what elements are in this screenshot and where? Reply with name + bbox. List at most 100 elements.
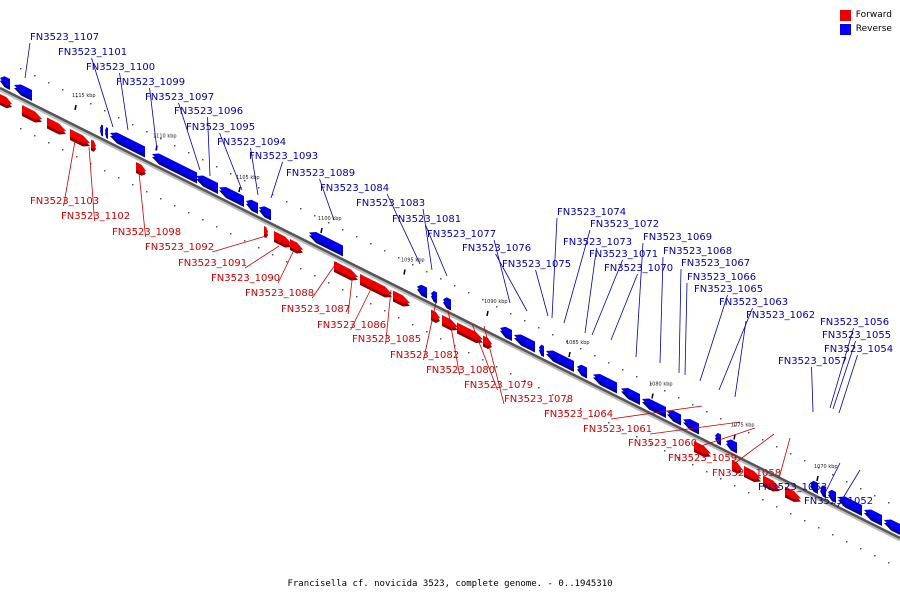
- track-dot: [888, 502, 890, 504]
- reverse-label-FN3523_1057: FN3523_1057: [778, 356, 847, 367]
- track-dot: [846, 481, 848, 483]
- leader-line: [659, 256, 664, 364]
- gene-label: FN3523_1084: [320, 183, 389, 194]
- leader-line: [684, 282, 688, 376]
- track-dot: [566, 401, 568, 403]
- track-dot: [678, 397, 680, 399]
- track-dot: [664, 390, 666, 392]
- gene-label: FN3523_1094: [217, 137, 286, 148]
- track-dot: [342, 229, 344, 231]
- track-dot: [412, 324, 414, 326]
- forward-label-FN3523_1082: FN3523_1082: [390, 350, 459, 361]
- track-dot: [860, 488, 862, 490]
- track-dot: [762, 499, 764, 501]
- track-dot: [790, 513, 792, 515]
- gene-label: FN3523_1093: [249, 151, 318, 162]
- gene-label: FN3523_1063: [719, 297, 788, 308]
- gene-label: FN3523_1101: [58, 47, 127, 58]
- gene-label: FN3523_1076: [462, 243, 531, 254]
- leader-line: [635, 242, 644, 358]
- leader-line: [88, 146, 95, 222]
- track-dot: [636, 436, 638, 438]
- leader-line: [63, 140, 76, 207]
- track-dot: [608, 362, 610, 364]
- track-dot: [678, 457, 680, 459]
- track-dot: [510, 373, 512, 375]
- tick-label: 1090 kbp: [484, 299, 508, 305]
- track-dot: [482, 299, 484, 301]
- forward-gene-13: [431, 309, 440, 323]
- tick-mark: [651, 393, 654, 399]
- track-dot: [48, 142, 50, 144]
- legend-reverse-label: Reverse: [855, 24, 892, 34]
- track-dot: [76, 96, 78, 98]
- gene-arrow-top: [642, 398, 666, 415]
- gene-label: FN3523_1096: [174, 106, 243, 117]
- gene-arrow-top: [417, 284, 427, 296]
- tick-label: 1105 kbp: [236, 175, 260, 181]
- reverse-gene-29: [828, 489, 836, 503]
- gene-arrow-side: [593, 377, 617, 394]
- forward-gene-18: [732, 460, 742, 474]
- tick-mark: [733, 434, 736, 440]
- reverse-label-FN3523_1053: FN3523_1053: [758, 482, 827, 493]
- gene-label: FN3523_1054: [824, 344, 893, 355]
- tick-label: 1075 kbp: [731, 423, 755, 429]
- gene-label: FN3523_1077: [427, 229, 496, 240]
- track-dot: [832, 474, 834, 476]
- track-dot: [286, 201, 288, 203]
- gene-label: FN3523_1061: [583, 424, 652, 435]
- track-dot: [734, 485, 736, 487]
- gene-arrow-top: [70, 129, 90, 144]
- reverse-gene-11: [309, 232, 343, 257]
- gene-label: FN3523_1052: [804, 496, 873, 507]
- genome-caption: Francisella cf. novicida 3523, complete …: [287, 579, 613, 589]
- leader-line: [207, 116, 211, 177]
- gene-arrow-top: [864, 509, 882, 523]
- track-dot: [622, 429, 624, 431]
- leader-line: [694, 427, 756, 449]
- track-dot: [720, 418, 722, 420]
- track-dot: [524, 320, 526, 322]
- track-dot: [524, 380, 526, 382]
- gene-arrow-top: [820, 485, 826, 495]
- gene-label: FN3523_1078: [504, 394, 573, 405]
- genome-axis: [0, 86, 900, 540]
- track-dot: [272, 194, 274, 196]
- gene-label: FN3523_1088: [245, 288, 314, 299]
- gene-label: FN3523_1083: [356, 198, 425, 209]
- gene-arrow-top: [577, 364, 587, 376]
- scale-tick: 1105 kbp: [236, 175, 260, 193]
- forward-label-FN3523_1085: FN3523_1085: [352, 334, 421, 345]
- track-dot: [608, 422, 610, 424]
- reverse-label-FN3523_1074: FN3523_1074: [557, 207, 626, 218]
- leader-line: [425, 224, 448, 277]
- track-dot: [48, 82, 50, 84]
- leader-line: [91, 57, 114, 128]
- tick-label: 1085 kbp: [566, 340, 590, 346]
- reverse-gene-22: [642, 398, 666, 418]
- reverse-gene-15: [500, 326, 512, 341]
- strand-tracks: [0, 68, 900, 564]
- forward-label-FN3523_1078: FN3523_1078: [504, 394, 573, 405]
- track-dot: [426, 331, 428, 333]
- gene-arrow-top: [334, 261, 358, 278]
- track-dot: [538, 327, 540, 329]
- reverse-label-FN3523_1071: FN3523_1071: [589, 249, 658, 260]
- track-dot: [580, 408, 582, 410]
- tick-mark: [74, 104, 77, 111]
- forward-label-FN3523_1092: FN3523_1092: [145, 242, 214, 253]
- track-dot: [216, 166, 218, 168]
- gene-arrow-top: [431, 309, 440, 320]
- track-dot: [90, 103, 92, 105]
- reverse-gene-17: [539, 344, 544, 357]
- track-dot: [356, 296, 358, 298]
- track-dot: [636, 376, 638, 378]
- reverse-label-FN3523_1094: FN3523_1094: [217, 137, 286, 148]
- leader-line: [423, 301, 437, 361]
- reverse-label-FN3523_1097: FN3523_1097: [145, 92, 214, 103]
- reverse-label-FN3523_1068: FN3523_1068: [663, 246, 732, 257]
- gene-arrow-top: [785, 486, 801, 499]
- leader-line: [535, 269, 549, 317]
